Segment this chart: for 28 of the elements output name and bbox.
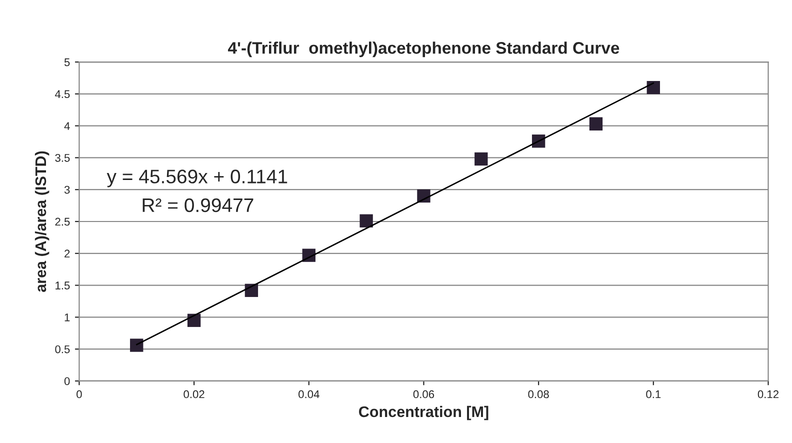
point	[360, 214, 373, 228]
x-tick-label: 0.04	[298, 390, 320, 398]
y-tick-label: 0.5	[55, 345, 70, 354]
point	[474, 152, 488, 166]
chart-title: 4'-(Triflur omethyl)acetophenone Standard Curve	[228, 42, 620, 58]
annotation: R² = 0.99477	[142, 198, 254, 212]
annotation: y = 45.569x + 0.1141	[106, 170, 288, 188]
x-tick-label: 0.1	[646, 390, 661, 398]
y-tick-label: 2.5	[55, 218, 70, 226]
y-axis-title: area (A)/area (ISTD)	[34, 151, 50, 292]
y-tick-label: 5	[64, 58, 70, 66]
y-tick-label: 4.5	[54, 90, 70, 98]
y-tick-label: 4	[64, 122, 70, 130]
y-tick-label: 2	[64, 250, 70, 258]
point	[589, 117, 603, 130]
x-tick-label: 0.06	[413, 390, 434, 398]
y-tick-label: 1.5	[56, 282, 70, 290]
x-tick-label: 0.02	[184, 390, 204, 398]
y-tick-label: 3	[64, 186, 70, 194]
y-tick-label: 1	[64, 314, 70, 322]
x-axis-title: Concentration [M]	[359, 406, 488, 420]
x-tick-label: 0	[76, 390, 82, 398]
x-tick-label: 0.12	[758, 390, 778, 398]
y-tick-label: 0	[64, 377, 70, 386]
point	[646, 80, 660, 94]
y-tick-label: 3.5	[55, 154, 70, 162]
point	[130, 338, 144, 352]
x-tick-label: 0.08	[528, 390, 549, 398]
